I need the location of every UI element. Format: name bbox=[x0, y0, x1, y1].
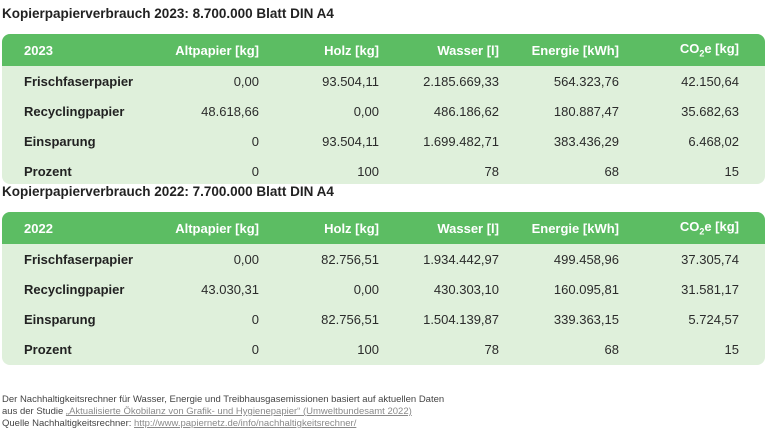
row-label: Prozent bbox=[24, 163, 72, 179]
co2-suffix: e [kg] bbox=[704, 41, 739, 57]
cell-value: 564.323,76 bbox=[553, 73, 619, 89]
footer-study-prefix: aus der Studie bbox=[2, 406, 66, 417]
row-label: Prozent bbox=[24, 341, 72, 357]
co2-prefix: CO bbox=[679, 41, 700, 57]
cell-value: 43.030,31 bbox=[201, 281, 259, 297]
header-cell-holz: Holz [kg] bbox=[324, 220, 379, 236]
cell-value: 82.756,51 bbox=[321, 251, 379, 267]
header-cell-altpapier: Altpapier [kg] bbox=[175, 220, 259, 236]
cell-value: 1.699.482,71 bbox=[423, 133, 499, 149]
cell-value: 68 bbox=[604, 341, 619, 357]
header-cell-year: 2022 bbox=[24, 220, 53, 236]
header-cell-wasser: Wasser [l] bbox=[437, 220, 499, 236]
row-label: Frischfaserpapier bbox=[24, 73, 134, 89]
cell-value: 2.185.669,33 bbox=[423, 73, 499, 89]
row-label: Einsparung bbox=[24, 133, 96, 149]
cell-value: 430.303,10 bbox=[433, 281, 499, 297]
cell-value: 100 bbox=[357, 163, 379, 179]
table-row: Prozent 0 100 78 68 15 bbox=[2, 156, 765, 184]
cell-value: 78 bbox=[484, 163, 499, 179]
table-row: Einsparung 0 93.504,11 1.699.482,71 383.… bbox=[2, 126, 765, 156]
co2-suffix: e [kg] bbox=[704, 219, 739, 235]
header-cell-year: 2023 bbox=[24, 42, 53, 58]
cell-value: 93.504,11 bbox=[322, 73, 379, 89]
footer-note: Der Nachhaltigkeitsrechner für Wasser, E… bbox=[2, 394, 444, 430]
row-label: Frischfaserpapier bbox=[24, 251, 134, 267]
header-cell-energie: Energie [kWh] bbox=[531, 220, 619, 236]
cell-value: 78 bbox=[484, 341, 499, 357]
cell-value: 180.887,47 bbox=[553, 103, 619, 119]
row-label: Recyclingpapier bbox=[24, 103, 125, 119]
footer-line-2: aus der Studie „Aktualisierte Ökobilanz … bbox=[2, 406, 444, 418]
co2-sub: 2 bbox=[699, 48, 705, 59]
cell-value: 31.581,17 bbox=[681, 281, 739, 297]
table-row: Recyclingpapier 43.030,31 0,00 430.303,1… bbox=[2, 274, 765, 304]
cell-value: 0 bbox=[251, 133, 259, 149]
table-2022: 2022 Altpapier [kg] Holz [kg] Wasser [l]… bbox=[2, 212, 765, 365]
cell-value: 0 bbox=[251, 341, 259, 357]
cell-value: 48.618,66 bbox=[201, 103, 259, 119]
cell-value: 0,00 bbox=[233, 73, 259, 89]
cell-value: 339.363,15 bbox=[553, 311, 619, 327]
table-header: 2022 Altpapier [kg] Holz [kg] Wasser [l]… bbox=[2, 212, 765, 244]
header-cell-altpapier: Altpapier [kg] bbox=[175, 42, 259, 58]
header-cell-holz: Holz [kg] bbox=[324, 42, 379, 58]
table-header: 2023 Altpapier [kg] Holz [kg] Wasser [l]… bbox=[2, 34, 765, 66]
cell-value: 383.436,29 bbox=[553, 133, 619, 149]
cell-value: 1.504.139,87 bbox=[423, 311, 499, 327]
cell-value: 499.458,96 bbox=[553, 251, 619, 267]
cell-value: 5.724,57 bbox=[688, 311, 739, 327]
cell-value: 1.934.442,97 bbox=[423, 251, 499, 267]
row-label: Einsparung bbox=[24, 311, 96, 327]
cell-value: 100 bbox=[357, 341, 379, 357]
table-row: Frischfaserpapier 0,00 82.756,51 1.934.4… bbox=[2, 244, 765, 274]
cell-value: 68 bbox=[604, 163, 619, 179]
co2-prefix: CO bbox=[679, 219, 700, 235]
cell-value: 486.186,62 bbox=[433, 103, 499, 119]
table-row: Prozent 0 100 78 68 15 bbox=[2, 334, 765, 364]
section-title-2023: Kopierpapierverbrauch 2023: 8.700.000 Bl… bbox=[2, 6, 334, 21]
cell-value: 35.682,63 bbox=[681, 103, 739, 119]
cell-value: 15 bbox=[724, 341, 739, 357]
table-2023: 2023 Altpapier [kg] Holz [kg] Wasser [l]… bbox=[2, 34, 765, 184]
footer-source-prefix: Quelle Nachhaltigkeitsrechner: bbox=[2, 418, 135, 429]
co2-sub: 2 bbox=[699, 226, 705, 237]
section-title-2022: Kopierpapierverbrauch 2022: 7.700.000 Bl… bbox=[2, 184, 334, 199]
cell-value: 82.756,51 bbox=[321, 311, 379, 327]
cell-value: 0,00 bbox=[353, 281, 379, 297]
cell-value: 0 bbox=[251, 311, 259, 327]
header-cell-energie: Energie [kWh] bbox=[531, 42, 619, 58]
header-cell-co2e: CO2e [kg] bbox=[627, 41, 765, 59]
cell-value: 42.150,64 bbox=[681, 73, 739, 89]
cell-value: 93.504,11 bbox=[322, 133, 379, 149]
footer-line-1: Der Nachhaltigkeitsrechner für Wasser, E… bbox=[2, 394, 445, 405]
cell-value: 0,00 bbox=[353, 103, 379, 119]
header-cell-co2e: CO2e [kg] bbox=[627, 219, 765, 237]
footer-line-3: Quelle Nachhaltigkeitsrechner: http://ww… bbox=[2, 418, 444, 430]
source-url-link[interactable]: http://www.papiernetz.de/info/nachhaltig… bbox=[134, 418, 357, 429]
cell-value: 6.468,02 bbox=[688, 133, 739, 149]
cell-value: 160.095,81 bbox=[553, 281, 619, 297]
header-cell-wasser: Wasser [l] bbox=[437, 42, 499, 58]
table-row: Einsparung 0 82.756,51 1.504.139,87 339.… bbox=[2, 304, 765, 334]
study-link[interactable]: „Aktualisierte Ökobilanz von Grafik- und… bbox=[65, 406, 412, 417]
table-row: Frischfaserpapier 0,00 93.504,11 2.185.6… bbox=[2, 66, 765, 96]
cell-value: 0,00 bbox=[233, 251, 259, 267]
table-row: Recyclingpapier 48.618,66 0,00 486.186,6… bbox=[2, 96, 765, 126]
cell-value: 37.305,74 bbox=[681, 251, 739, 267]
cell-value: 0 bbox=[251, 163, 259, 179]
row-label: Recyclingpapier bbox=[24, 281, 125, 297]
cell-value: 15 bbox=[724, 163, 739, 179]
